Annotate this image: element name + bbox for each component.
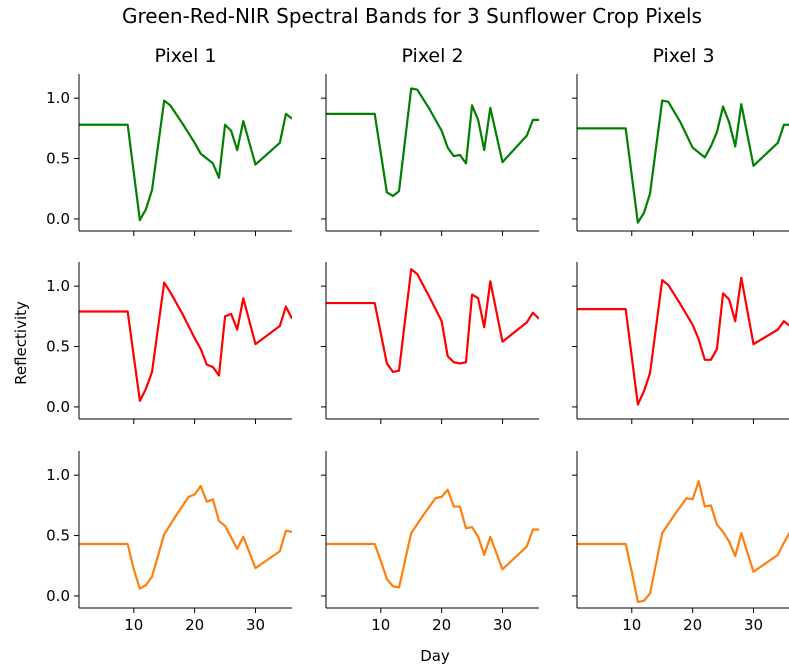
series-line (577, 276, 789, 406)
y-tick-label: 1.0 (46, 277, 70, 295)
x-tick-label: 10 (124, 616, 143, 634)
subplot-r2-c2 (321, 262, 539, 424)
column-title: Pixel 1 (154, 45, 216, 67)
series-line (326, 87, 539, 198)
y-tick-label: 1.0 (46, 89, 70, 107)
x-tick-label: 10 (371, 616, 390, 634)
subplot-r3-c3: 10 20 30 (572, 451, 789, 634)
series-line (577, 480, 789, 604)
x-tick-label: 30 (744, 616, 763, 634)
x-tick-label: 20 (185, 616, 204, 634)
y-tick-label: 0.0 (46, 587, 70, 605)
subplot-r2-c3 (572, 262, 789, 424)
series-line (326, 268, 539, 373)
x-tick-label: 10 (622, 616, 641, 634)
x-tick-label: 30 (246, 616, 265, 634)
subplot-r1-c2 (321, 74, 539, 236)
subplot-r3-c1: 0.0 0.5 1.0 10 20 30 (46, 451, 292, 634)
y-tick-label: 0.5 (46, 150, 70, 168)
y-tick-label: 1.0 (46, 466, 70, 484)
x-axis-label: Day (420, 647, 450, 665)
y-tick-label: 0.0 (46, 210, 70, 228)
x-tick-label: 20 (432, 616, 451, 634)
y-tick-label: 0.5 (46, 527, 70, 545)
x-tick-label: 30 (493, 616, 512, 634)
subplot-r1-c3 (572, 74, 789, 236)
y-axis-label: Reflectivity (12, 301, 30, 385)
series-line (326, 488, 539, 589)
y-tick-label: 0.5 (46, 338, 70, 356)
x-tick-label: 20 (683, 616, 702, 634)
column-title: Pixel 2 (401, 45, 463, 67)
series-line (79, 484, 292, 590)
series-line (79, 99, 292, 222)
series-line (577, 99, 789, 224)
subplot-r3-c2: 10 20 30 (321, 451, 539, 634)
column-title: Pixel 3 (652, 45, 714, 67)
subplot-grid: Pixel 1 Pixel 2 Pixel 30.00.51.00.00.51.00… (46, 45, 789, 634)
series-line (79, 281, 292, 402)
subplot-r1-c1: 0.0 0.5 1.0 (46, 74, 292, 236)
subplot-r2-c1: 0.0 0.5 1.0 (46, 262, 292, 424)
y-tick-label: 0.0 (46, 398, 70, 416)
chart-title: Green-Red-NIR Spectral Bands for 3 Sunfl… (122, 4, 702, 28)
